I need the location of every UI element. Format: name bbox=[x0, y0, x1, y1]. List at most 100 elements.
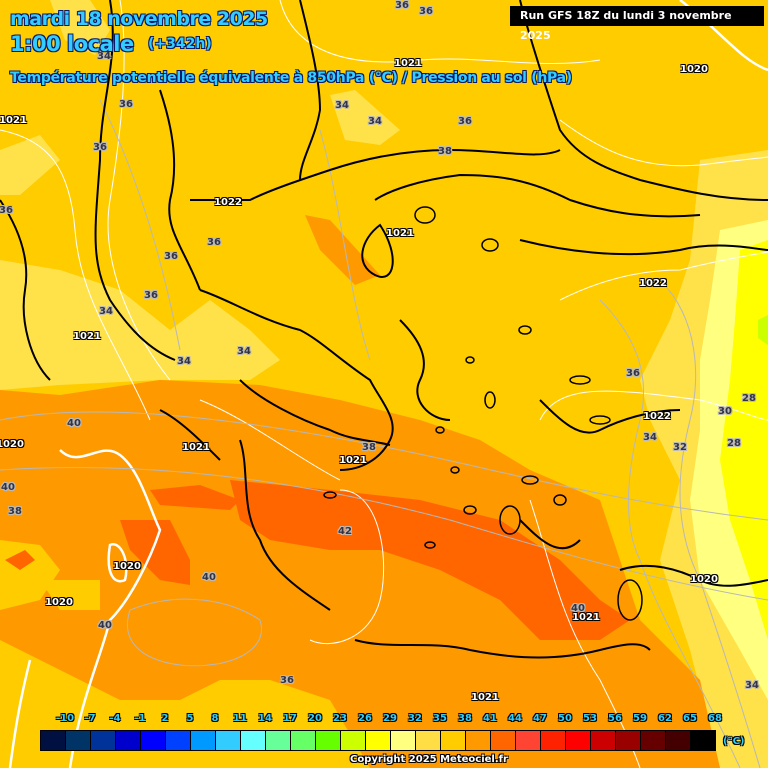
temperature-contour-label: 34 bbox=[99, 306, 113, 317]
legend-swatch bbox=[491, 731, 516, 750]
legend-tick-label: 20 bbox=[308, 713, 322, 724]
legend-swatch bbox=[366, 731, 391, 750]
legend-swatch bbox=[416, 731, 441, 750]
legend-swatch bbox=[341, 731, 366, 750]
temperature-contour-label: 36 bbox=[419, 6, 433, 17]
temperature-contour-label: 34 bbox=[237, 346, 251, 357]
legend-tick-label: 62 bbox=[658, 713, 672, 724]
temperature-contour-label: 36 bbox=[144, 290, 158, 301]
legend-swatch bbox=[191, 731, 216, 750]
legend-swatch bbox=[66, 731, 91, 750]
legend-tick-label: 68 bbox=[708, 713, 722, 724]
isobar-label: 1021 bbox=[471, 692, 499, 703]
legend-tick-label: 44 bbox=[508, 713, 522, 724]
legend-swatch bbox=[166, 731, 191, 750]
legend-tick-label: 8 bbox=[211, 713, 219, 724]
model-run-info: Run GFS 18Z du lundi 3 novembre 2025 bbox=[510, 6, 764, 42]
legend-swatch bbox=[291, 731, 316, 750]
legend-tick-label: 35 bbox=[433, 713, 447, 724]
isobar-label: 1021 bbox=[394, 58, 422, 69]
temperature-contour-label: 40 bbox=[202, 572, 216, 583]
legend-tick-label: 2 bbox=[161, 713, 169, 724]
temperature-contour-label: 28 bbox=[727, 438, 741, 449]
legend-swatch bbox=[691, 731, 715, 750]
legend-swatch bbox=[441, 731, 466, 750]
forecast-time: 1:00 locale bbox=[10, 32, 134, 56]
copyright: Copyright 2025 Meteociel.fr bbox=[350, 754, 508, 765]
legend-swatch bbox=[666, 731, 691, 750]
legend-tick-label: 11 bbox=[233, 713, 247, 724]
temperature-contour-label: 40 bbox=[1, 482, 15, 493]
temperature-contour-label: 36 bbox=[164, 251, 178, 262]
legend-swatch bbox=[541, 731, 566, 750]
legend-tick-label: 5 bbox=[186, 713, 194, 724]
temperature-contour-label: 36 bbox=[207, 237, 221, 248]
temperature-contour-label: 40 bbox=[571, 603, 585, 614]
legend-swatch bbox=[316, 731, 341, 750]
temperature-contour-label: 34 bbox=[745, 680, 759, 691]
isobar-label: 1021 bbox=[339, 455, 367, 466]
forecast-date: mardi 18 novembre 2025 bbox=[10, 8, 268, 30]
legend-swatch bbox=[516, 731, 541, 750]
temperature-contour-label: 36 bbox=[119, 99, 133, 110]
legend-swatch bbox=[241, 731, 266, 750]
temperature-contour-label: 30 bbox=[718, 406, 732, 417]
isobar-label: 1020 bbox=[680, 64, 708, 75]
legend-swatch bbox=[216, 731, 241, 750]
isobar-label: 1022 bbox=[639, 278, 667, 289]
legend-swatch bbox=[91, 731, 116, 750]
temperature-contour-label: 36 bbox=[458, 116, 472, 127]
temperature-contour-label: 36 bbox=[395, 0, 409, 11]
temperature-contour-label: 40 bbox=[67, 418, 81, 429]
isobar-label: 1022 bbox=[643, 411, 671, 422]
parameter-title: Température potentielle équivalente à 85… bbox=[10, 70, 572, 86]
legend-tick-label: -4 bbox=[109, 713, 121, 724]
legend-swatch bbox=[391, 731, 416, 750]
legend-swatch bbox=[591, 731, 616, 750]
isobar-label: 1020 bbox=[113, 561, 141, 572]
temperature-contour-label: 34 bbox=[97, 51, 111, 62]
color-scale-legend bbox=[40, 730, 716, 751]
legend-swatch bbox=[266, 731, 291, 750]
isobar-label: 1020 bbox=[690, 574, 718, 585]
legend-swatch bbox=[41, 731, 66, 750]
temperature-contour-label: 34 bbox=[335, 100, 349, 111]
legend-tick-label: 65 bbox=[683, 713, 697, 724]
legend-swatch bbox=[466, 731, 491, 750]
legend-tick-label: 32 bbox=[408, 713, 422, 724]
temperature-contour-label: 42 bbox=[338, 526, 352, 537]
temperature-contour-label: 32 bbox=[673, 442, 687, 453]
isobar-label: 1021 bbox=[572, 612, 600, 623]
temperature-contour-label: 34 bbox=[177, 356, 191, 367]
isobar-label: 1020 bbox=[0, 439, 24, 450]
legend-tick-label: 56 bbox=[608, 713, 622, 724]
forecast-lead-time: (+342h) bbox=[148, 36, 212, 52]
isobar-label: 1021 bbox=[73, 331, 101, 342]
isobar-label: 1021 bbox=[182, 442, 210, 453]
legend-swatch bbox=[566, 731, 591, 750]
temperature-contour-label: 28 bbox=[742, 393, 756, 404]
legend-tick-label: 17 bbox=[283, 713, 297, 724]
legend-tick-label: 59 bbox=[633, 713, 647, 724]
isobar-label: 1021 bbox=[386, 228, 414, 239]
temperature-contour-label: 40 bbox=[98, 620, 112, 631]
legend-tick-label: 14 bbox=[258, 713, 272, 724]
legend-tick-label: 23 bbox=[333, 713, 347, 724]
legend-ticks: -10 -7 -4 -1 2 5 8 11 14 17 20 23 26 29 32 35 38 41 44 47 50… bbox=[40, 713, 730, 727]
legend-unit: (°C) bbox=[723, 736, 745, 747]
legend-swatch bbox=[641, 731, 666, 750]
legend-tick-label: -1 bbox=[134, 713, 146, 724]
temperature-contour-label: 36 bbox=[93, 142, 107, 153]
legend-tick-label: 41 bbox=[483, 713, 497, 724]
temperature-contour-label: 38 bbox=[8, 506, 22, 517]
temperature-contour-label: 34 bbox=[368, 116, 382, 127]
legend-swatch bbox=[116, 731, 141, 750]
isobar-label: 1022 bbox=[214, 197, 242, 208]
temperature-contour-label: 38 bbox=[362, 442, 376, 453]
legend-tick-label: 29 bbox=[383, 713, 397, 724]
temperature-contour-label: 38 bbox=[438, 146, 452, 157]
isobar-label: 1020 bbox=[45, 597, 73, 608]
isobar-label: 1021 bbox=[0, 115, 27, 126]
temperature-contour-label: 36 bbox=[626, 368, 640, 379]
